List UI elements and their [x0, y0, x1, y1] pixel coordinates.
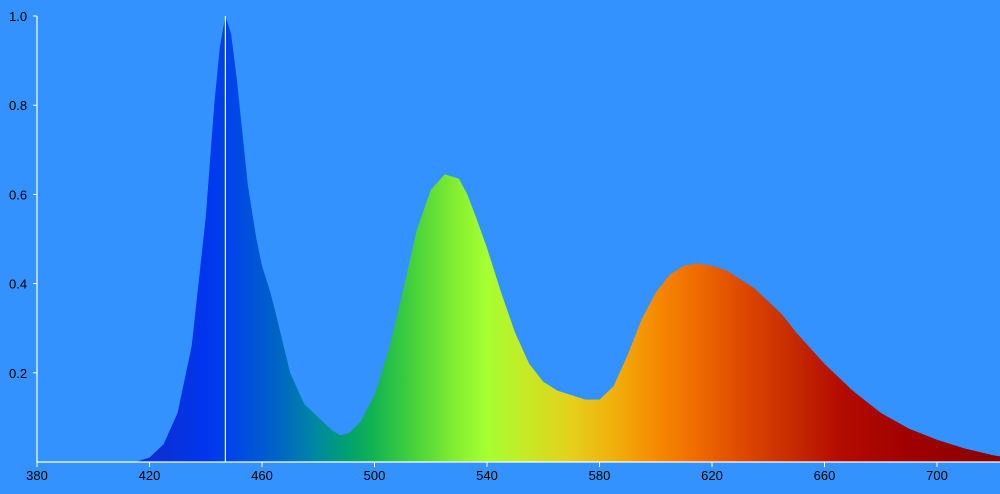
- x-ticks: 380 420 460 500 540 580 620 660 700: [26, 462, 948, 483]
- x-tick-label: 460: [251, 468, 273, 483]
- x-tick-label: 500: [364, 468, 386, 483]
- y-ticks: 0.2 0.4 0.6 0.8 1.0: [9, 9, 37, 381]
- x-tick-label: 420: [139, 468, 161, 483]
- y-tick-label: 1.0: [9, 9, 27, 24]
- x-tick-label: 540: [476, 468, 498, 483]
- y-tick-label: 0.2: [9, 366, 27, 381]
- axes: [36, 16, 1000, 463]
- x-tick-label: 660: [814, 468, 836, 483]
- x-tick-label: 580: [589, 468, 611, 483]
- spectrum-area-layer: [135, 16, 1000, 462]
- y-tick-label: 0.4: [9, 277, 27, 292]
- x-tick-label: 380: [26, 468, 48, 483]
- x-tick-label: 620: [701, 468, 723, 483]
- spectrum-area: [135, 16, 1000, 462]
- y-tick-label: 0.6: [9, 187, 27, 202]
- y-tick-label: 0.8: [9, 98, 27, 113]
- x-tick-label: 700: [926, 468, 948, 483]
